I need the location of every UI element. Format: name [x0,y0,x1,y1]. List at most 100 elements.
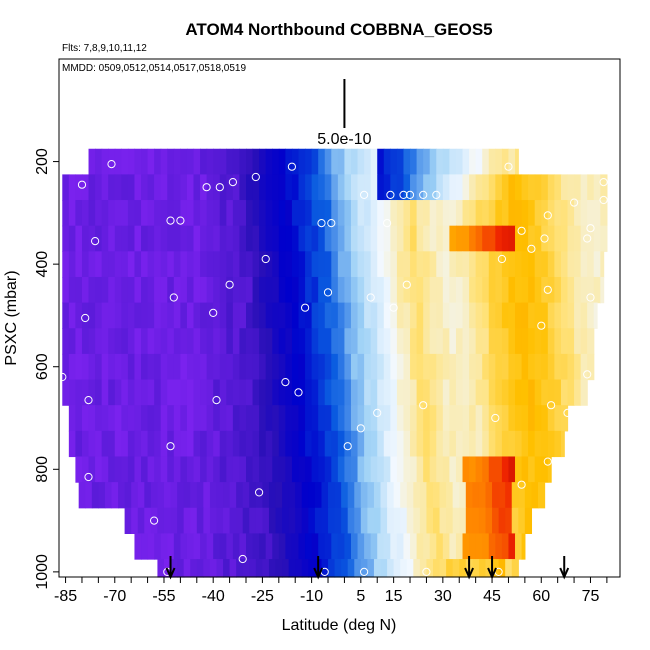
heat-cell [350,430,359,458]
heat-cell [396,276,405,304]
heat-cell [554,379,562,406]
heat-cell [541,251,549,278]
heat-cell [81,353,90,381]
heat-cell [68,353,76,381]
sample-point [547,401,556,410]
heat-cell [508,379,516,406]
heat-cell [259,251,267,278]
heat-cell [423,353,431,381]
heat-cell [154,456,162,483]
heat-cell [121,200,129,227]
heat-cell [134,276,142,304]
heat-cell [298,225,306,252]
heat-cell [439,507,447,534]
heat-cell [433,482,441,509]
heat-cell [255,507,263,534]
heat-cell [488,353,496,381]
heat-cell [206,430,214,458]
heat-cell [429,533,437,560]
x-tick-label: 15 [385,588,403,605]
heat-cell [442,379,450,406]
heat-cell [206,276,214,304]
heat-cell [537,482,546,509]
heat-cell [462,225,470,252]
heat-cell [252,379,260,406]
heat-cell [482,302,490,329]
heat-cell [406,559,414,578]
heat-cell [75,174,83,201]
sample-point [238,554,247,564]
heat-cell [180,174,188,201]
heat-cell [442,276,450,304]
heat-cell [416,200,424,227]
sample-point [215,183,224,192]
heat-cell [528,302,536,329]
heat-cell [400,559,408,578]
heat-cell [62,251,70,278]
sample-point [579,165,589,174]
heat-cell [226,276,234,304]
heat-cell [62,200,70,227]
heat-cell [554,302,562,329]
heat-cell [206,379,214,406]
heat-cell [515,148,519,175]
sample-point [583,370,592,379]
scale-bar: 5.0e-10 [317,79,372,148]
heat-cell [429,276,437,304]
sample-point [563,408,572,417]
heat-cell [357,328,365,355]
heat-cell [305,225,313,252]
heat-cell [482,456,490,483]
heat-cell [495,302,503,329]
heat-cell [324,353,332,381]
heat-cell [121,353,129,381]
heat-cell [380,482,388,509]
heat-cell [455,251,464,278]
heat-cell [127,353,136,381]
heat-cell [560,302,569,329]
heat-cell [141,533,149,560]
heat-cell [403,148,411,175]
sample-point [383,219,392,228]
heat-cell [455,353,464,381]
heat-cell [475,405,483,432]
heat-cell [98,482,106,509]
heat-cell [423,328,431,355]
sample-point [543,285,552,294]
heat-cell [360,507,368,534]
heat-cell [324,302,332,329]
heat-cell [488,379,496,406]
flights-label: Flts: 7,8,9,10,11,12 [62,43,147,54]
heat-cell [108,200,116,227]
heat-cell [488,405,496,432]
heat-cell [367,507,375,534]
heat-cell [134,430,142,458]
sample-point [491,413,500,423]
heat-cell [534,174,542,201]
heat-cell [508,456,516,483]
heat-cell [75,430,83,458]
heat-cell [442,251,450,278]
heat-cell [442,225,450,252]
heat-cell [154,200,162,227]
heat-cell [144,507,152,534]
heat-cell [593,225,601,252]
heat-cell [311,353,319,381]
heat-cell [193,276,201,304]
heat-cell [534,353,542,381]
heat-cell [226,251,234,278]
heat-cell [114,200,122,227]
heat-cell [495,251,503,278]
heat-cell [127,379,136,406]
heatmap-cells [62,148,608,578]
heat-cell [449,148,457,175]
heat-cell [475,456,483,483]
heat-cell [449,328,457,355]
heat-cell [518,482,526,509]
x-tick-label: -40 [202,588,225,605]
heat-cell [580,200,588,227]
heat-cell [442,456,450,483]
heat-cell [246,251,254,278]
heat-cell [278,456,286,483]
heat-cell [301,559,309,578]
